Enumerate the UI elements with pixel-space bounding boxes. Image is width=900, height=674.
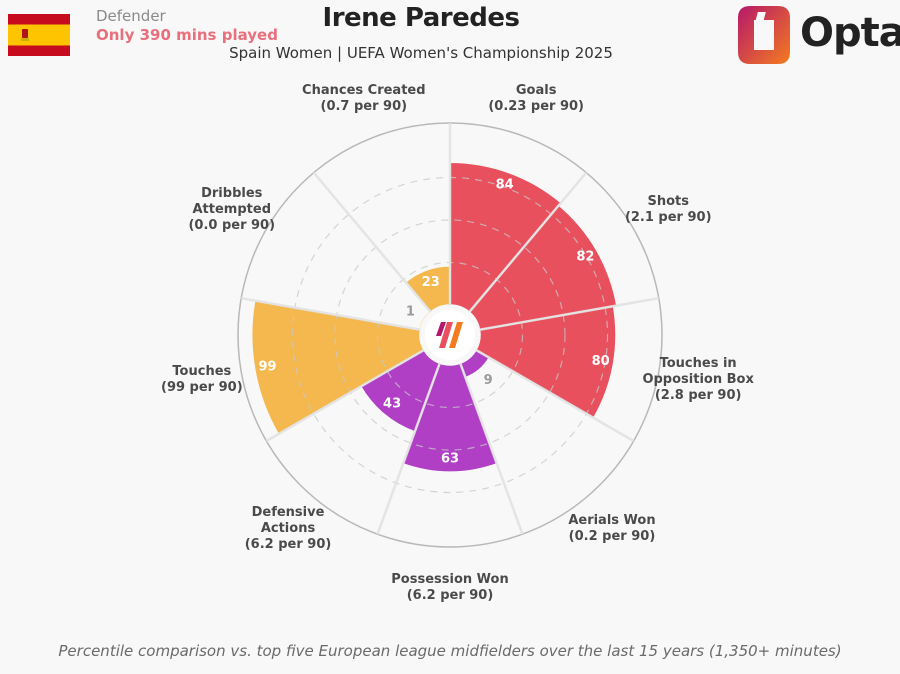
grid-spoke-7 [265, 348, 425, 443]
grid-spoke-6 [376, 362, 441, 535]
competition-subtitle: Spain Women | UEFA Women's Championship … [229, 44, 613, 62]
wedge-possession-won [402, 362, 498, 473]
player-position: Defender [96, 7, 166, 25]
value-label-chances-created: 23 [422, 275, 440, 290]
category-label-touches: Touches (99 per 90) [161, 363, 243, 394]
value-label-touches-in-opposition-box: 80 [592, 354, 610, 369]
spain-flag-icon [8, 14, 70, 56]
grid-spoke-5 [459, 362, 524, 535]
grid-spoke-8 [241, 296, 421, 332]
opta-mark-icon [425, 310, 475, 360]
wedge-touches-in-opposition-box [474, 305, 617, 420]
value-label-shots: 82 [576, 249, 594, 264]
opta-logo-icon: Opta [734, 4, 900, 66]
grid-ring-2 [334, 219, 566, 451]
grid-spoke-3 [479, 296, 659, 332]
category-label-aerials-won: Aerials Won (0.2 per 90) [568, 513, 655, 544]
wedge-defensive-actions [359, 348, 441, 433]
value-label-touches: 99 [258, 360, 276, 375]
radar-value-labels: 84 82 80 9 63 43 99 1 23 [258, 177, 609, 466]
category-label-chances-created: Chances Created (0.7 per 90) [302, 83, 426, 114]
value-label-goals: 84 [496, 177, 514, 192]
wedge-shots [468, 204, 618, 331]
category-label-dribbles-attempted: Dribbles Attempted (0.0 per 90) [188, 186, 275, 233]
wedge-touches [250, 299, 426, 436]
opta-wordmark: Opta [800, 10, 900, 56]
minutes-played-note: Only 390 mins played [96, 26, 278, 44]
value-label-defensive-actions: 43 [383, 397, 401, 412]
grid-spoke-9 [312, 171, 432, 313]
value-label-aerials-won: 9 [484, 373, 493, 388]
player-name-title: Irene Paredes [322, 3, 520, 33]
category-label-goals: Goals (0.23 per 90) [488, 83, 584, 114]
grid-spoke-4 [475, 348, 635, 443]
category-label-shots: Shots (2.1 per 90) [625, 194, 712, 225]
value-label-possession-won: 63 [441, 452, 459, 467]
category-label-defensive-actions: Defensive Actions (6.2 per 90) [245, 505, 332, 552]
value-label-dribbles-attempted: 1 [406, 305, 415, 320]
chart-footnote: Percentile comparison vs. top five Europ… [58, 642, 842, 660]
category-label-touches-in-opposition-box: Touches in Opposition Box (2.8 per 90) [642, 355, 754, 402]
category-label-possession-won: Possession Won (6.2 per 90) [391, 572, 508, 603]
radar-category-labels: Goals (0.23 per 90) Shots (2.1 per 90) Touch… [161, 83, 754, 603]
radar-grid [237, 122, 663, 548]
wedge-goals [449, 161, 563, 314]
radar-wedges [250, 161, 618, 473]
grid-spoke-2 [468, 171, 588, 313]
